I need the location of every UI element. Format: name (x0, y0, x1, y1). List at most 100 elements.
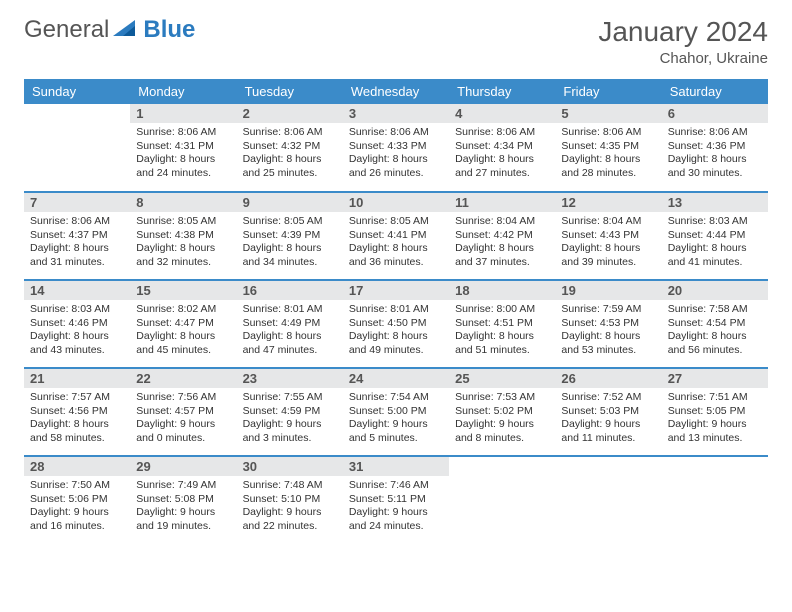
header: General Blue January 2024 Chahor, Ukrain… (24, 16, 768, 67)
calendar-day-cell: . (449, 456, 555, 544)
calendar-day-cell: 25Sunrise: 7:53 AMSunset: 5:02 PMDayligh… (449, 368, 555, 456)
day-number: 10 (343, 193, 449, 212)
calendar-day-cell: 28Sunrise: 7:50 AMSunset: 5:06 PMDayligh… (24, 456, 130, 544)
day-data: Sunrise: 8:06 AMSunset: 4:35 PMDaylight:… (555, 123, 661, 185)
calendar-day-cell: 21Sunrise: 7:57 AMSunset: 4:56 PMDayligh… (24, 368, 130, 456)
calendar-day-cell: 18Sunrise: 8:00 AMSunset: 4:51 PMDayligh… (449, 280, 555, 368)
day-number: 27 (662, 369, 768, 388)
day-data: Sunrise: 8:04 AMSunset: 4:43 PMDaylight:… (555, 212, 661, 274)
day-number: 11 (449, 193, 555, 212)
day-number: 15 (130, 281, 236, 300)
day-number: 13 (662, 193, 768, 212)
day-number: 29 (130, 457, 236, 476)
day-number: 17 (343, 281, 449, 300)
day-data: Sunrise: 7:57 AMSunset: 4:56 PMDaylight:… (24, 388, 130, 450)
calendar-day-cell: 26Sunrise: 7:52 AMSunset: 5:03 PMDayligh… (555, 368, 661, 456)
calendar-day-cell: 29Sunrise: 7:49 AMSunset: 5:08 PMDayligh… (130, 456, 236, 544)
day-data: Sunrise: 7:58 AMSunset: 4:54 PMDaylight:… (662, 300, 768, 362)
calendar-day-cell: 30Sunrise: 7:48 AMSunset: 5:10 PMDayligh… (237, 456, 343, 544)
day-data: Sunrise: 7:48 AMSunset: 5:10 PMDaylight:… (237, 476, 343, 538)
day-data: Sunrise: 8:06 AMSunset: 4:37 PMDaylight:… (24, 212, 130, 274)
day-number: 3 (343, 104, 449, 123)
day-header: Saturday (662, 79, 768, 104)
calendar-day-cell: 13Sunrise: 8:03 AMSunset: 4:44 PMDayligh… (662, 192, 768, 280)
day-header: Friday (555, 79, 661, 104)
day-number: 21 (24, 369, 130, 388)
day-number: 22 (130, 369, 236, 388)
calendar-day-cell: 7Sunrise: 8:06 AMSunset: 4:37 PMDaylight… (24, 192, 130, 280)
day-data: Sunrise: 7:53 AMSunset: 5:02 PMDaylight:… (449, 388, 555, 450)
day-number: 1 (130, 104, 236, 123)
day-data: Sunrise: 8:06 AMSunset: 4:31 PMDaylight:… (130, 123, 236, 185)
day-number: 31 (343, 457, 449, 476)
day-data: Sunrise: 7:49 AMSunset: 5:08 PMDaylight:… (130, 476, 236, 538)
calendar-day-cell: 9Sunrise: 8:05 AMSunset: 4:39 PMDaylight… (237, 192, 343, 280)
day-data: Sunrise: 8:05 AMSunset: 4:38 PMDaylight:… (130, 212, 236, 274)
day-data: Sunrise: 7:50 AMSunset: 5:06 PMDaylight:… (24, 476, 130, 538)
day-data: Sunrise: 7:56 AMSunset: 4:57 PMDaylight:… (130, 388, 236, 450)
calendar-day-cell: 14Sunrise: 8:03 AMSunset: 4:46 PMDayligh… (24, 280, 130, 368)
day-header-row: SundayMondayTuesdayWednesdayThursdayFrid… (24, 79, 768, 104)
calendar-day-cell: 2Sunrise: 8:06 AMSunset: 4:32 PMDaylight… (237, 104, 343, 192)
day-data: Sunrise: 8:01 AMSunset: 4:49 PMDaylight:… (237, 300, 343, 362)
calendar-day-cell: 4Sunrise: 8:06 AMSunset: 4:34 PMDaylight… (449, 104, 555, 192)
day-number: 16 (237, 281, 343, 300)
calendar-day-cell: 1Sunrise: 8:06 AMSunset: 4:31 PMDaylight… (130, 104, 236, 192)
title-block: January 2024 Chahor, Ukraine (598, 16, 768, 67)
day-data: Sunrise: 7:54 AMSunset: 5:00 PMDaylight:… (343, 388, 449, 450)
day-number: 12 (555, 193, 661, 212)
day-number: 26 (555, 369, 661, 388)
day-data: Sunrise: 8:06 AMSunset: 4:36 PMDaylight:… (662, 123, 768, 185)
day-data: Sunrise: 7:46 AMSunset: 5:11 PMDaylight:… (343, 476, 449, 538)
month-title: January 2024 (598, 16, 768, 48)
day-number: 25 (449, 369, 555, 388)
calendar-body: . 1Sunrise: 8:06 AMSunset: 4:31 PMDayligh… (24, 104, 768, 544)
day-data: Sunrise: 8:04 AMSunset: 4:42 PMDaylight:… (449, 212, 555, 274)
location-text: Chahor, Ukraine (598, 50, 768, 67)
day-number: 18 (449, 281, 555, 300)
day-header: Tuesday (237, 79, 343, 104)
day-number: 24 (343, 369, 449, 388)
day-number: 30 (237, 457, 343, 476)
calendar-day-cell: 19Sunrise: 7:59 AMSunset: 4:53 PMDayligh… (555, 280, 661, 368)
day-header: Wednesday (343, 79, 449, 104)
calendar-day-cell: 8Sunrise: 8:05 AMSunset: 4:38 PMDaylight… (130, 192, 236, 280)
calendar-day-cell: 17Sunrise: 8:01 AMSunset: 4:50 PMDayligh… (343, 280, 449, 368)
brand-logo: General Blue (24, 16, 195, 44)
calendar-day-cell: 23Sunrise: 7:55 AMSunset: 4:59 PMDayligh… (237, 368, 343, 456)
day-number: 20 (662, 281, 768, 300)
day-number: 14 (24, 281, 130, 300)
calendar-day-cell: . (662, 456, 768, 544)
day-number: 5 (555, 104, 661, 123)
day-data: Sunrise: 7:52 AMSunset: 5:03 PMDaylight:… (555, 388, 661, 450)
day-data: Sunrise: 8:06 AMSunset: 4:34 PMDaylight:… (449, 123, 555, 185)
brand-text-1: General (24, 16, 109, 44)
calendar-day-cell: 6Sunrise: 8:06 AMSunset: 4:36 PMDaylight… (662, 104, 768, 192)
day-number: 4 (449, 104, 555, 123)
day-number: 28 (24, 457, 130, 476)
calendar-day-cell: 31Sunrise: 7:46 AMSunset: 5:11 PMDayligh… (343, 456, 449, 544)
day-header: Sunday (24, 79, 130, 104)
calendar-day-cell: 5Sunrise: 8:06 AMSunset: 4:35 PMDaylight… (555, 104, 661, 192)
calendar-week-row: 28Sunrise: 7:50 AMSunset: 5:06 PMDayligh… (24, 456, 768, 544)
day-data: Sunrise: 8:02 AMSunset: 4:47 PMDaylight:… (130, 300, 236, 362)
brand-text-2: Blue (143, 16, 195, 44)
day-data: Sunrise: 8:03 AMSunset: 4:46 PMDaylight:… (24, 300, 130, 362)
day-data: Sunrise: 7:55 AMSunset: 4:59 PMDaylight:… (237, 388, 343, 450)
day-number: 9 (237, 193, 343, 212)
day-header: Thursday (449, 79, 555, 104)
calendar-day-cell: 24Sunrise: 7:54 AMSunset: 5:00 PMDayligh… (343, 368, 449, 456)
calendar-table: SundayMondayTuesdayWednesdayThursdayFrid… (24, 79, 768, 544)
calendar-day-cell: 10Sunrise: 8:05 AMSunset: 4:41 PMDayligh… (343, 192, 449, 280)
calendar-day-cell: 3Sunrise: 8:06 AMSunset: 4:33 PMDaylight… (343, 104, 449, 192)
day-number: 19 (555, 281, 661, 300)
day-data: Sunrise: 8:05 AMSunset: 4:39 PMDaylight:… (237, 212, 343, 274)
day-header: Monday (130, 79, 236, 104)
calendar-day-cell: 15Sunrise: 8:02 AMSunset: 4:47 PMDayligh… (130, 280, 236, 368)
day-number: 7 (24, 193, 130, 212)
calendar-day-cell: 20Sunrise: 7:58 AMSunset: 4:54 PMDayligh… (662, 280, 768, 368)
calendar-day-cell: 22Sunrise: 7:56 AMSunset: 4:57 PMDayligh… (130, 368, 236, 456)
day-data: Sunrise: 8:06 AMSunset: 4:32 PMDaylight:… (237, 123, 343, 185)
day-number: 8 (130, 193, 236, 212)
calendar-week-row: 21Sunrise: 7:57 AMSunset: 4:56 PMDayligh… (24, 368, 768, 456)
